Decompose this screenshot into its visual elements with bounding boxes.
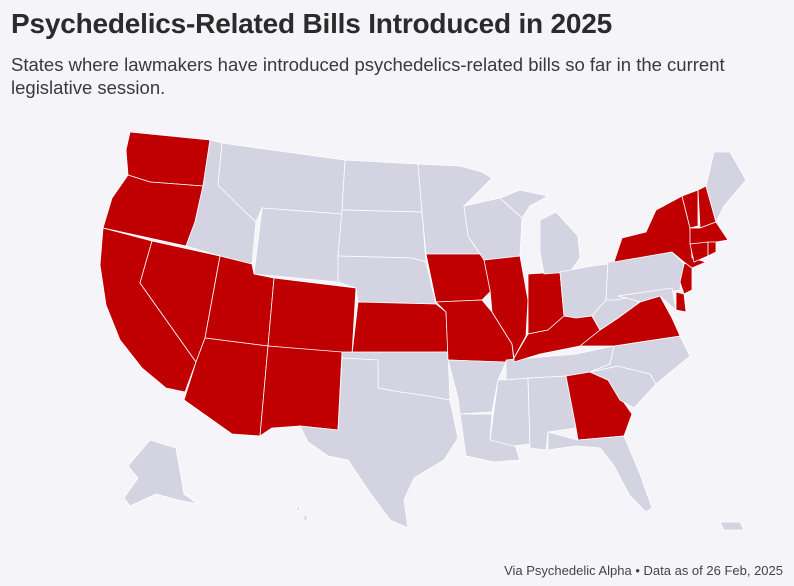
state-DE — [675, 291, 687, 313]
state-VT — [681, 189, 699, 229]
source-credit: Via Psychedelic Alpha • Data as of 26 Fe… — [504, 563, 783, 578]
state-ME — [705, 151, 747, 223]
state-KS — [351, 301, 449, 355]
page-subtitle: States where lawmakers have introduced p… — [11, 54, 725, 98]
state-HI — [295, 505, 745, 531]
state-NC — [589, 335, 691, 385]
state-ND — [341, 159, 423, 213]
state-AK — [123, 439, 199, 507]
state-MI — [499, 189, 581, 275]
state-WA — [125, 131, 211, 187]
state-RI — [707, 241, 717, 257]
state-TX — [299, 357, 459, 529]
state-NM — [259, 345, 343, 437]
state-WY — [253, 207, 343, 283]
state-MD — [617, 287, 677, 311]
state-SD — [337, 209, 427, 263]
page-title: Psychedelics-Related Bills Introduced in… — [11, 8, 612, 39]
state-CO — [267, 277, 357, 355]
state-IA — [425, 253, 495, 303]
state-FL — [547, 431, 653, 513]
